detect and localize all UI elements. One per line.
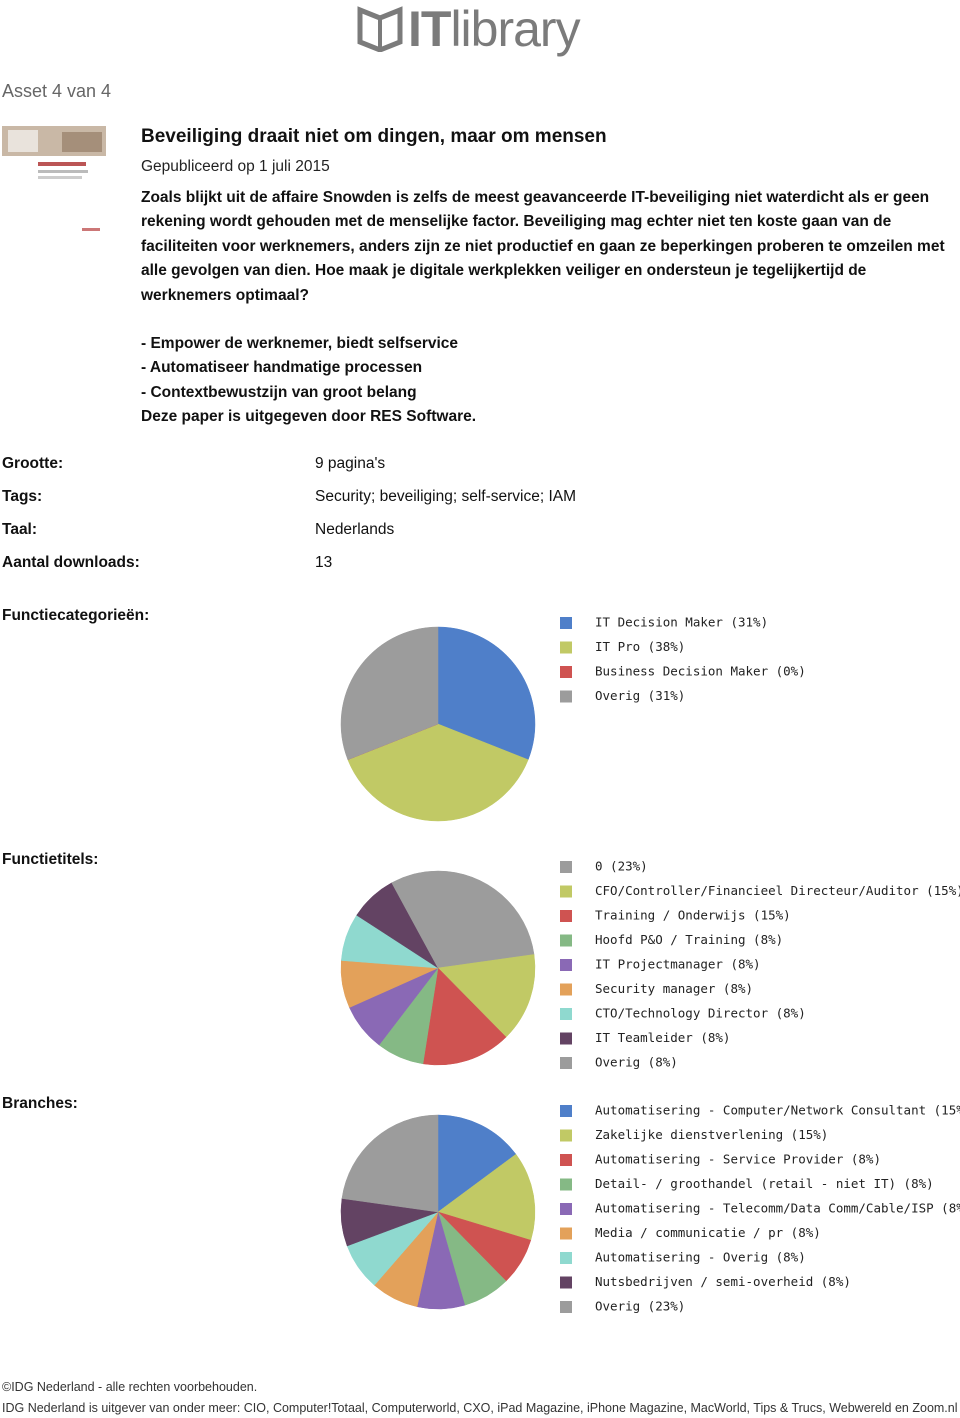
- meta-value: 9 pagina's: [315, 455, 386, 472]
- pie-slice: [391, 870, 439, 969]
- pie-chart: Branches: Automatisering - Computer/Netwo…: [2, 1095, 960, 1314]
- pie-slice: [437, 954, 536, 1038]
- legend-swatch: [560, 885, 572, 898]
- legend-swatch: [560, 1032, 572, 1045]
- pie-chart: Functiecategorieën: IT Decision Maker (31…: [2, 607, 806, 822]
- meta-label: Aantal downloads:: [2, 554, 140, 571]
- legend-label: 0 (23%): [595, 859, 648, 874]
- legend-label: IT Pro (38%): [595, 639, 685, 654]
- meta-value: Security; beveiliging; self-service; IAM: [315, 488, 577, 505]
- legend-label: IT Teamleider (8%): [595, 1030, 730, 1045]
- legend-label: Overig (31%): [595, 688, 685, 703]
- legend-label: Overig (8%): [595, 1055, 678, 1070]
- pie-slice: [422, 967, 507, 1066]
- pie-slice: [340, 626, 439, 761]
- thumbnail: [2, 126, 106, 231]
- legend-swatch: [560, 983, 572, 996]
- bullet: - Contextbewustzijn van groot belang: [141, 383, 417, 401]
- legend-label: Hoofd P&O / Training (8%): [595, 932, 783, 947]
- logo: ITlibrary: [356, 0, 581, 58]
- legend-swatch: [560, 1252, 572, 1264]
- legend-swatch: [560, 959, 572, 971]
- legend-swatch: [560, 910, 572, 922]
- chart-title: Branches:: [2, 1095, 78, 1112]
- legend-swatch: [560, 641, 572, 654]
- legend-label: CTO/Technology Director (8%): [595, 1006, 806, 1021]
- legend-swatch: [560, 690, 572, 703]
- logo-name: library: [450, 1, 580, 57]
- legend-label: Automatisering - Overig (8%): [595, 1250, 806, 1265]
- pie-chart: Functietitels: 0 (23%) CFO/Controller/Fina…: [2, 851, 960, 1070]
- legend-label: IT Decision Maker (31%): [595, 615, 768, 630]
- chart-title: Functiecategorieën:: [2, 607, 149, 624]
- article-title: Beveiliging draait niet om dingen, maar …: [141, 126, 607, 147]
- legend-label: Automatisering - Service Provider (8%): [595, 1152, 881, 1167]
- legend-label: Detail- / groothandel (retail - niet IT)…: [595, 1176, 934, 1191]
- pie-slice: [437, 870, 535, 969]
- meta-label: Tags:: [2, 488, 43, 505]
- legend-swatch: [560, 1008, 572, 1020]
- bullet: - Automatiseer handmatige processen: [141, 359, 423, 377]
- publisher: Deze paper is uitgegeven door RES Softwa…: [141, 408, 477, 426]
- article-body: Zoals blijkt uit de affaire Snowden is z…: [141, 189, 945, 304]
- legend-label: IT Projectmanager (8%): [595, 957, 761, 972]
- legend-swatch: [560, 1301, 572, 1313]
- legend-swatch: [560, 617, 572, 629]
- meta-value: Nederlands: [315, 521, 395, 538]
- pie-slice: [437, 1114, 517, 1213]
- legend-swatch: [560, 1203, 572, 1215]
- chart-title: Functietitels:: [2, 851, 98, 868]
- meta-label: Grootte:: [2, 455, 64, 472]
- legend-swatch: [560, 1178, 572, 1191]
- pie-slice: [437, 1153, 536, 1241]
- legend-label: CFO/Controller/Financieel Directeur/Audi…: [595, 883, 960, 898]
- legend-swatch: [560, 934, 572, 947]
- legend-label: Nutsbedrijven / semi-overheid (8%): [595, 1274, 851, 1289]
- publishers: IDG Nederland is uitgever van onder meer…: [2, 1401, 958, 1415]
- legend-label: Training / Onderwijs (15%): [595, 908, 791, 923]
- legend-label: Security manager (8%): [595, 981, 753, 996]
- legend-label: Automatisering - Telecomm/Data Comm/Cabl…: [595, 1201, 960, 1216]
- legend-swatch: [560, 1154, 572, 1166]
- legend-swatch: [560, 1276, 572, 1289]
- legend-label: Business Decision Maker (0%): [595, 664, 806, 679]
- bullet-list: - Empower de werknemer, biedt selfservic…: [141, 332, 476, 430]
- meta-value: 13: [315, 554, 333, 571]
- bullet: - Empower de werknemer, biedt selfservic…: [141, 335, 459, 352]
- legend-label: Automatisering - Computer/Network Consul…: [595, 1103, 960, 1118]
- published-date: Gepubliceerd op 1 juli 2015: [141, 158, 330, 175]
- pie-slice: [347, 723, 529, 822]
- legend-swatch: [560, 861, 572, 873]
- asset-counter: Asset 4 van 4: [2, 81, 112, 101]
- meta-label: Taal:: [2, 521, 38, 538]
- legend-swatch: [560, 1129, 572, 1142]
- copyright: ©IDG Nederland - alle rechten voorbehoud…: [2, 1380, 258, 1394]
- legend-label: Media / communicatie / pr (8%): [595, 1225, 821, 1240]
- legend-label: Overig (23%): [595, 1299, 685, 1314]
- legend-swatch: [560, 1227, 572, 1240]
- legend-swatch: [560, 666, 572, 678]
- logo-mark: IT: [408, 1, 451, 57]
- legend-label: Zakelijke dienstverlening (15%): [595, 1127, 828, 1142]
- legend-swatch: [560, 1057, 572, 1069]
- logo-icon: [357, 6, 403, 53]
- legend-swatch: [560, 1105, 572, 1117]
- pie-slice: [341, 1114, 439, 1213]
- pie-slice: [437, 626, 536, 761]
